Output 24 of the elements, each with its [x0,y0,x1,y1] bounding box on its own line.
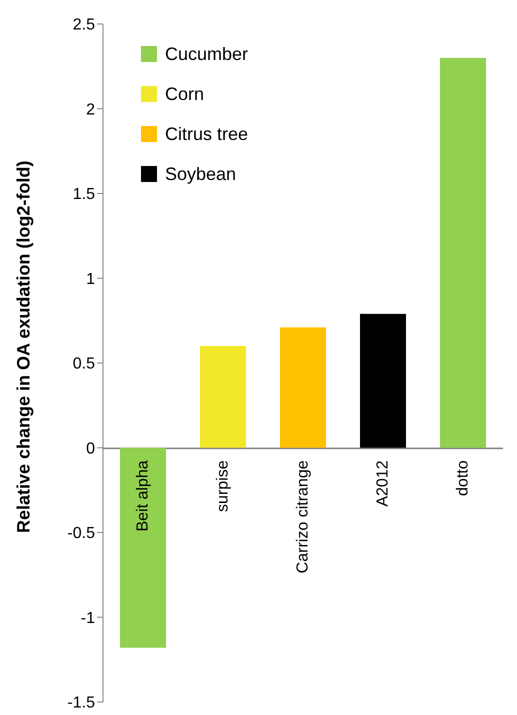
x-tick-label: A2012 [374,460,392,507]
y-tick-label: -1 [80,610,96,627]
legend-label: Citrus tree [165,124,248,144]
bar [360,314,406,448]
y-tick-label: 2.5 [72,16,96,34]
legend-label: Cucumber [165,44,248,64]
legend-label: Soybean [165,164,236,184]
x-tick-label: Carrizo citrange [294,460,312,574]
y-tick-label: 0.5 [72,356,96,373]
y-tick-label: 0 [86,440,96,458]
y-tick-label: -1.5 [67,694,96,712]
x-tick-label: dotto [454,460,472,496]
y-tick-label: 2 [86,101,96,118]
legend-label: Corn [165,84,204,104]
bar [120,448,166,648]
bar [280,327,326,448]
y-tick-label: 1 [86,270,96,288]
y-tick-label: -0.5 [67,525,96,542]
x-tick-label: Beit alpha [134,460,152,532]
y-axis-title: Relative change in OA exudation (log2-fold) [13,160,34,533]
y-tick-label: 1.5 [72,186,96,204]
bar [200,346,246,448]
bar [440,58,486,448]
x-tick-label: surpise [214,460,232,512]
